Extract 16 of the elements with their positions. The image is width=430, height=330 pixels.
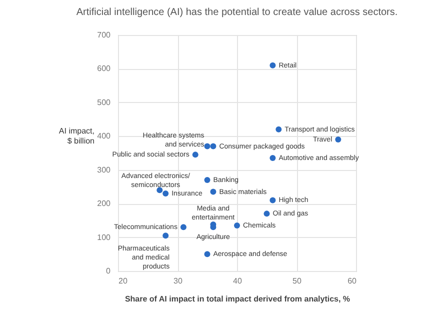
y-tick-label: 500 bbox=[97, 98, 112, 107]
chart-title: Artificial intelligence (AI) has the potential to create value across sectors. bbox=[76, 7, 398, 18]
y-axis-title: AI impact, $ billion bbox=[58, 126, 94, 146]
y-tick-label: 0 bbox=[106, 266, 112, 276]
x-tick-label: 30 bbox=[174, 276, 183, 286]
x-tick-label: 40 bbox=[233, 276, 242, 286]
y-tick-label: 200 bbox=[97, 199, 112, 208]
x-tick-label: 20 bbox=[118, 276, 128, 286]
x-tick-label: 60 bbox=[348, 276, 358, 286]
x-tick-label: 50 bbox=[292, 276, 302, 286]
y-tick-label: 600 bbox=[97, 64, 112, 74]
x-axis-title: Share of AI impact in total impact derived from analytics, % bbox=[124, 294, 350, 304]
y-tick-label: 700 bbox=[97, 30, 112, 40]
y-tick-label: 400 bbox=[97, 132, 112, 141]
y-tick-label: 300 bbox=[97, 165, 112, 174]
y-tick-label: 100 bbox=[97, 232, 112, 242]
